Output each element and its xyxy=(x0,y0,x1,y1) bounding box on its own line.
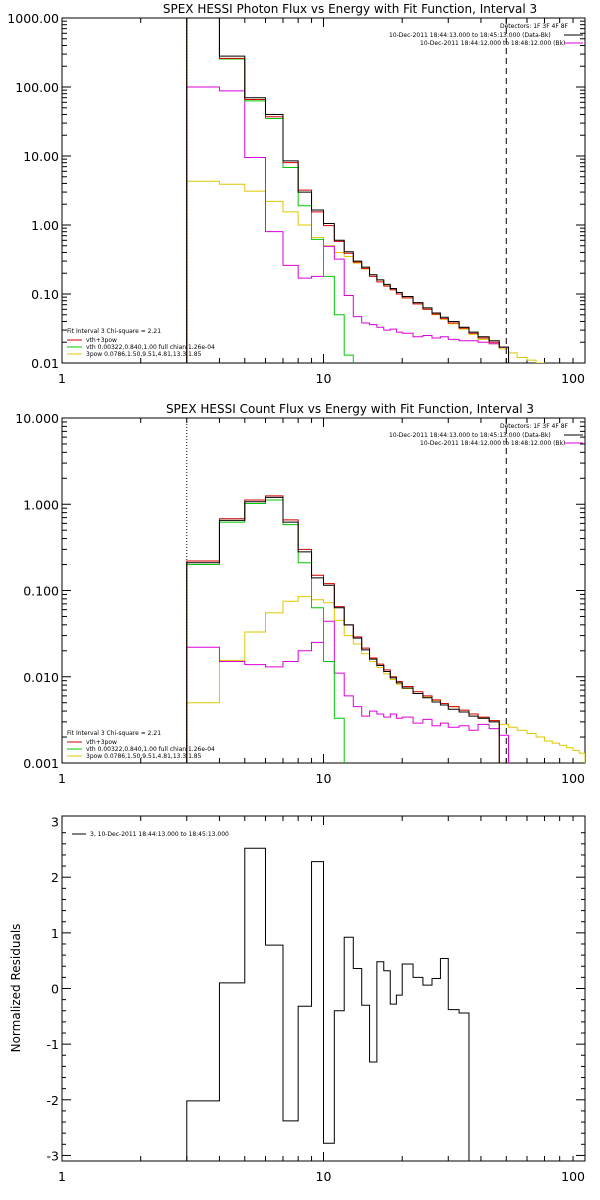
series-data xyxy=(186,847,470,1161)
x-tick-label: 100 xyxy=(561,371,585,386)
photon-legend-data-interval: 10-Dec-2011 18:44:13.000 to 18:45:13.000… xyxy=(389,32,551,39)
count-legend-data-interval: 10-Dec-2011 18:44:13.000 to 18:45:13.000… xyxy=(389,432,551,439)
y-tick-label: -1 xyxy=(47,1037,59,1052)
y-tick-label: 10.000 xyxy=(15,411,59,426)
photon-flux-title: SPEX HESSI Photon Flux vs Energy with Fi… xyxy=(163,2,537,16)
count-flux-panel: SPEX HESSI Count Flux vs Energy with Fit… xyxy=(15,402,586,786)
residuals-y-axis-label: Normalized Residuals xyxy=(9,924,23,1053)
series-power xyxy=(186,180,561,363)
photon-legend-power-label: 3pow 0.0786,1.50,9.51,4.81,13.3,1.85 xyxy=(86,351,202,358)
count-legend-fit-title: Fit Interval 3 Chi-square = 2.21 xyxy=(67,730,161,737)
y-tick-label: -3 xyxy=(47,1148,59,1163)
y-tick-label: 100.00 xyxy=(15,80,59,95)
y-tick-label: 0.10 xyxy=(31,287,59,302)
y-tick-label: -2 xyxy=(47,1093,59,1108)
photon-legend-fit-title: Fit Interval 3 Chi-square = 2.21 xyxy=(67,328,161,335)
series-data xyxy=(186,18,510,363)
series-power xyxy=(186,596,585,763)
y-tick-label: 1.000 xyxy=(23,497,59,512)
residuals-panel: Normalized Residuals -3 -2 -1 0 1 2 3 1 10 100 3,… xyxy=(9,815,586,1184)
y-tick-label: 0.01 xyxy=(31,356,59,371)
x-tick-label: 10 xyxy=(316,771,332,786)
photon-legend-thermal-label: vth 0.00322,0.840,1.00 full chian 1.26e-… xyxy=(86,344,215,351)
x-tick-label: 1 xyxy=(58,1169,66,1184)
y-tick-label: 10.00 xyxy=(23,149,59,164)
y-tick-label: 0.001 xyxy=(23,756,59,771)
y-tick-label: 1 xyxy=(51,926,59,941)
y-tick-label: 0.010 xyxy=(23,670,59,685)
residuals-legend-label: 3, 10-Dec-2011 18:44:13.000 to 18:45:13.… xyxy=(90,831,229,838)
x-tick-label: 10 xyxy=(316,371,332,386)
x-tick-label: 10 xyxy=(316,1169,332,1184)
count-legend-thermal-label: vth 0.00322,0.840,1.00 full chian 1.26e-… xyxy=(86,746,215,753)
y-tick-label: 1.00 xyxy=(31,218,59,233)
photon-legend-total-label: vth+3pow xyxy=(86,337,117,344)
count-legend-power-label: 3pow 0.0786,1.50,9.51,4.81,13.3,1.85 xyxy=(86,753,202,760)
series-total xyxy=(186,495,500,763)
count-legend-bk-interval: 10-Dec-2011 18:44:12.000 to 18:48:12.000… xyxy=(420,440,565,447)
y-tick-label: 3 xyxy=(51,815,59,830)
x-tick-label: 100 xyxy=(561,1169,585,1184)
photon-legend-detectors: Detectors: 1F 3F 4F 8F xyxy=(500,23,569,30)
count-legend-total-label: vth+3pow xyxy=(86,739,117,746)
series-thermal xyxy=(186,499,354,763)
x-tick-label: 1 xyxy=(58,371,66,386)
x-tick-label: 1 xyxy=(58,771,66,786)
photon-legend-bk-interval: 10-Dec-2011 18:44:12.000 to 18:48:12.000… xyxy=(420,40,565,47)
series-background xyxy=(186,86,510,363)
count-flux-title: SPEX HESSI Count Flux vs Energy with Fit… xyxy=(166,402,534,416)
y-tick-label: 0.100 xyxy=(23,584,59,599)
y-tick-label: 0 xyxy=(51,982,59,997)
photon-flux-panel: SPEX HESSI Photon Flux vs Energy with Fi… xyxy=(7,2,586,386)
x-tick-label: 100 xyxy=(561,771,585,786)
series-background xyxy=(186,620,510,763)
count-legend-detectors: Detectors: 1F 3F 4F 8F xyxy=(500,423,569,430)
series-data xyxy=(186,496,500,763)
y-tick-label: 2 xyxy=(51,870,59,885)
series-total xyxy=(186,18,510,363)
y-tick-label: 1000.00 xyxy=(7,11,59,26)
